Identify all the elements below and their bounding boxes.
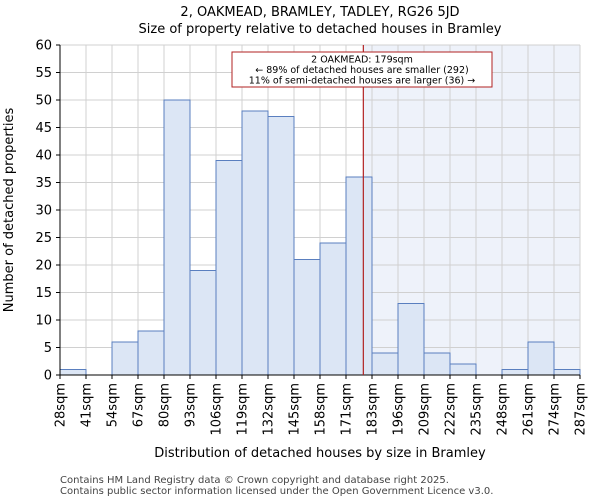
x-tick-label: 145sqm [288, 383, 303, 436]
histogram-bar [397, 303, 425, 376]
x-tick-label: 54sqm [106, 383, 121, 427]
histogram-bar [241, 110, 269, 376]
histogram-bar [163, 99, 191, 376]
y-tick-label: 10 [35, 314, 52, 329]
x-tick-label: 119sqm [236, 383, 251, 436]
y-tick-label: 40 [35, 149, 52, 164]
x-tick-label: 248sqm [496, 383, 511, 436]
y-tick-label: 50 [35, 94, 52, 109]
x-tick-label: 196sqm [392, 383, 407, 436]
x-tick-label: 261sqm [522, 383, 537, 436]
x-tick-label: 106sqm [210, 383, 225, 436]
y-tick-label: 15 [35, 286, 52, 301]
x-tick-label: 93sqm [184, 383, 199, 427]
annotation-line: 11% of semi-detached houses are larger (… [249, 76, 476, 87]
annotation-line: 2 OAKMEAD: 179sqm [311, 55, 413, 66]
chart-subtitle: Size of property relative to detached ho… [139, 22, 502, 37]
footer-copyright: Contains HM Land Registry data © Crown c… [60, 475, 449, 486]
y-tick-label: 60 [35, 39, 52, 54]
histogram-bar [319, 242, 347, 376]
chart-title: 2, OAKMEAD, BRAMLEY, TADLEY, RG26 5JD [180, 5, 459, 20]
histogram-bar [189, 270, 217, 376]
histogram-bar [59, 369, 87, 376]
histogram-bar [553, 369, 581, 376]
histogram-bar [423, 352, 451, 376]
x-tick-label: 28sqm [54, 383, 69, 427]
plot-area: 0 5 10 15 20 25 30 35 40 45 50 55 60 28sqm 41sqm 54sqm 6… [35, 39, 588, 436]
y-tick-label: 35 [35, 176, 52, 191]
y-tick-label: 25 [35, 231, 52, 246]
histogram-bar [371, 352, 399, 376]
histogram-bar [267, 116, 295, 376]
x-tick-label: 183sqm [366, 383, 381, 436]
x-tick-label: 41sqm [80, 383, 95, 427]
x-tick-label: 67sqm [132, 383, 147, 427]
y-axis-label: Number of detached properties [2, 108, 17, 313]
y-tick-label: 5 [44, 341, 52, 356]
footer-licence: Contains public sector information licen… [60, 486, 493, 497]
x-tick-label: 80sqm [158, 383, 173, 427]
x-tick-label: 171sqm [340, 383, 355, 436]
x-axis-label: Distribution of detached houses by size … [154, 446, 486, 461]
histogram-bar [527, 341, 555, 376]
x-tick-label: 287sqm [574, 383, 589, 436]
y-tick-label: 30 [35, 204, 52, 219]
histogram-bar [345, 176, 373, 376]
y-tick-label: 45 [35, 121, 52, 136]
x-tick-label: 158sqm [314, 383, 329, 436]
x-tick-label: 209sqm [418, 383, 433, 436]
x-tick-label: 222sqm [444, 383, 459, 436]
histogram-bar [449, 363, 477, 376]
x-tick-label: 235sqm [470, 383, 485, 436]
histogram-bar [501, 369, 529, 376]
x-tick-label: 274sqm [548, 383, 563, 436]
annotation-line: ← 89% of detached houses are smaller (29… [255, 65, 468, 76]
y-tick-label: 20 [35, 259, 52, 274]
histogram-bar [111, 341, 139, 376]
x-tick-label: 132sqm [262, 383, 277, 436]
histogram-bar [215, 160, 243, 376]
y-tick-label: 0 [44, 369, 52, 384]
histogram-bar [137, 330, 165, 376]
annotation-box [231, 51, 493, 88]
y-tick-label: 55 [35, 66, 52, 81]
histogram-bar [293, 259, 321, 376]
